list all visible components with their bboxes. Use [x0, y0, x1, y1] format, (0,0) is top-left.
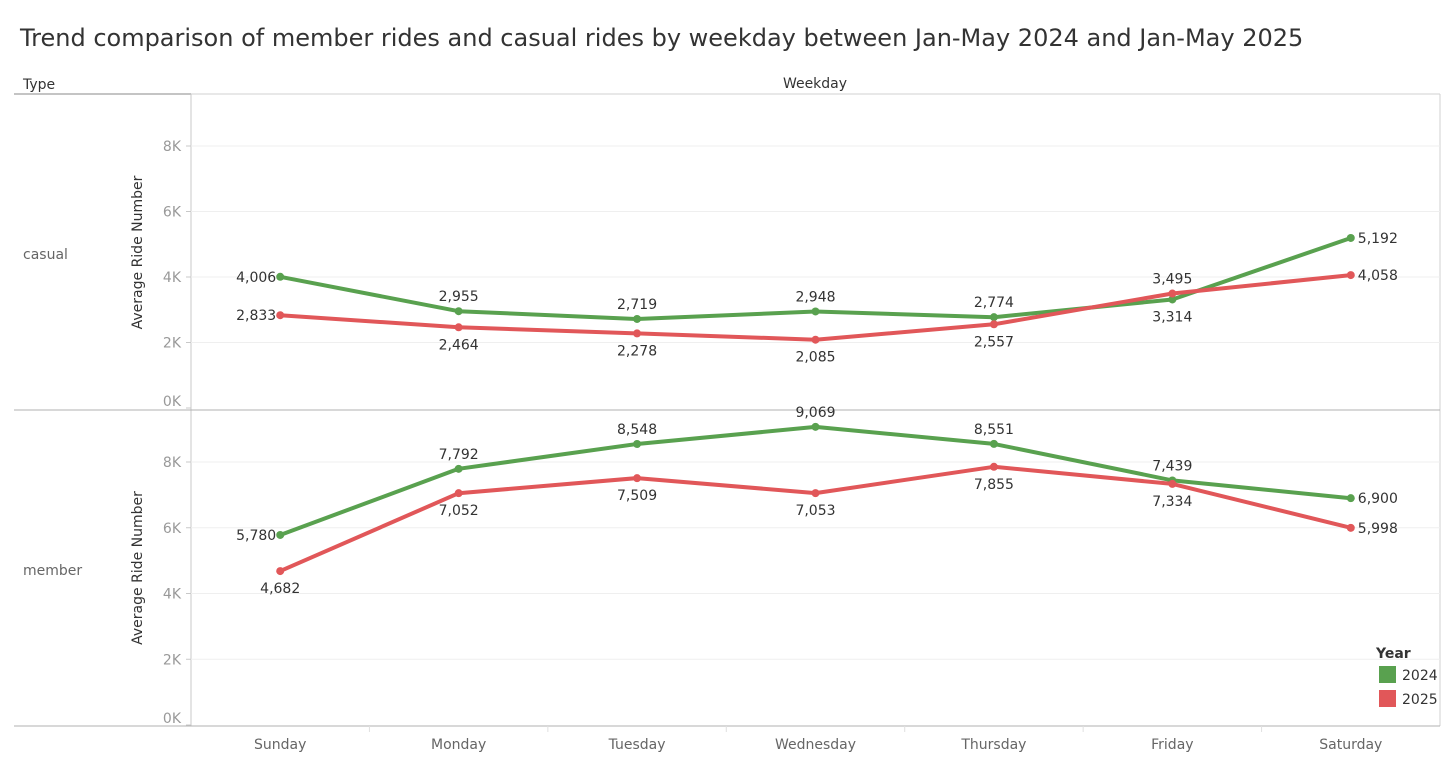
x-tick-label: Thursday [960, 737, 1026, 753]
data-point [454, 323, 463, 332]
data-point [454, 489, 463, 498]
data-label: 8,548 [617, 422, 657, 438]
data-label: 5,780 [236, 528, 276, 544]
data-label: 2,085 [795, 350, 835, 366]
data-label: 7,052 [439, 503, 479, 519]
legend-item-label[interactable]: 2024 [1402, 668, 1438, 684]
data-point [989, 313, 998, 322]
column-header-label: Weekday [783, 76, 847, 92]
data-label: 7,334 [1152, 494, 1192, 510]
y-tick-label: 6K [163, 205, 182, 221]
chart-title: Trend comparison of member rides and cas… [20, 24, 1304, 52]
data-point [276, 272, 285, 281]
x-tick-label: Friday [1151, 737, 1193, 753]
data-point [454, 307, 463, 316]
data-label: 2,774 [974, 295, 1014, 311]
data-label: 9,069 [795, 405, 835, 421]
data-point [989, 439, 998, 448]
data-point [633, 439, 642, 448]
y-tick-label: 4K [163, 587, 182, 603]
data-label: 7,053 [795, 503, 835, 519]
data-labels: 4,006 2,833 2,955 2,464 2,719 2,278 2,948 2,085… [236, 231, 1398, 597]
data-point [1346, 523, 1355, 532]
series-layer [276, 233, 1355, 576]
legend-swatch[interactable] [1379, 666, 1396, 683]
data-point [1346, 233, 1355, 242]
chart-frame: Type Weekday [14, 76, 1441, 727]
data-label: 2,464 [439, 337, 479, 353]
y-tick-label: 2K [163, 336, 182, 352]
data-label: 4,006 [236, 270, 276, 286]
data-point [276, 530, 285, 539]
data-label: 4,058 [1358, 268, 1398, 284]
data-point [1346, 494, 1355, 503]
legend[interactable]: Year 2024 2025 [1375, 646, 1438, 708]
data-label: 2,719 [617, 297, 657, 313]
data-label: 7,855 [974, 477, 1014, 493]
x-tick-label: Sunday [254, 737, 306, 753]
data-point [633, 314, 642, 323]
legend-title: Year [1375, 646, 1411, 662]
data-point [811, 307, 820, 316]
data-point [989, 320, 998, 329]
data-point [1168, 479, 1177, 488]
data-label: 7,439 [1152, 458, 1192, 474]
x-tick-label: Saturday [1319, 737, 1382, 753]
data-label: 5,192 [1358, 231, 1398, 247]
x-tick-label: Tuesday [608, 737, 666, 753]
data-point [1346, 271, 1355, 280]
data-point [811, 489, 820, 498]
y-tick-label: 4K [163, 270, 182, 286]
y-tick-label: 6K [163, 521, 182, 537]
data-point [633, 474, 642, 483]
y-tick-label: 0K [163, 711, 182, 727]
data-label: 2,833 [236, 308, 276, 324]
data-point [811, 335, 820, 344]
x-tick-label: Monday [431, 737, 486, 753]
data-label: 2,948 [795, 289, 835, 305]
data-point [276, 311, 285, 320]
axes: Sunday Monday Tuesday Wednesday Thursday Frid… [23, 139, 1382, 753]
legend-item-label[interactable]: 2025 [1402, 692, 1438, 708]
data-label: 5,998 [1358, 521, 1398, 537]
data-label: 2,557 [974, 334, 1014, 350]
data-label: 2,955 [439, 289, 479, 305]
legend-swatch[interactable] [1379, 690, 1396, 707]
data-point [989, 462, 998, 471]
data-point [811, 422, 820, 431]
y-axis-title: Average Ride Number [130, 491, 146, 645]
data-label: 2,278 [617, 343, 657, 359]
y-tick-label: 2K [163, 652, 182, 668]
data-label: 3,495 [1152, 272, 1192, 288]
data-label: 4,682 [260, 581, 300, 597]
x-tick-label: Wednesday [775, 737, 856, 753]
panel-label-member: member [23, 563, 82, 579]
data-label: 8,551 [974, 422, 1014, 438]
y-tick-label: 8K [163, 455, 182, 471]
y-tick-label: 0K [163, 394, 182, 410]
y-axis-title: Average Ride Number [130, 175, 146, 329]
gridlines [191, 145, 1440, 660]
panel-label-casual: casual [23, 247, 68, 263]
data-label: 7,792 [439, 447, 479, 463]
row-header-label: Type [22, 77, 55, 93]
data-label: 7,509 [617, 488, 657, 504]
data-point [276, 567, 285, 576]
data-label: 6,900 [1358, 491, 1398, 507]
y-tick-label: 8K [163, 139, 182, 155]
data-point [1168, 289, 1177, 298]
data-point [454, 464, 463, 473]
data-label: 3,314 [1152, 309, 1192, 325]
data-point [1168, 295, 1177, 304]
data-point [633, 329, 642, 338]
